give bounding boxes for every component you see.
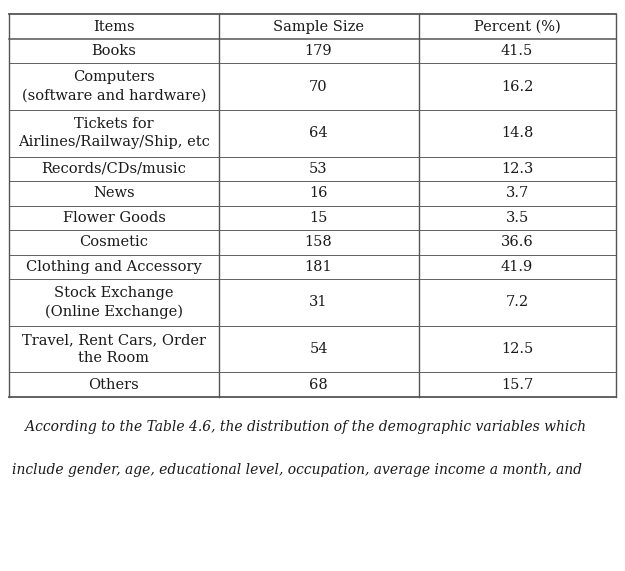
Text: Others: Others: [89, 377, 139, 392]
Text: 41.5: 41.5: [501, 44, 533, 58]
Text: 16: 16: [309, 186, 328, 200]
Text: Percent (%): Percent (%): [474, 19, 561, 34]
Text: 181: 181: [305, 260, 332, 274]
Text: Clothing and Accessory: Clothing and Accessory: [26, 260, 202, 274]
Text: 179: 179: [305, 44, 332, 58]
Text: include gender, age, educational level, occupation, average income a month, and: include gender, age, educational level, …: [12, 463, 582, 477]
Text: 15: 15: [309, 211, 328, 225]
Text: 158: 158: [304, 235, 332, 250]
Text: 31: 31: [309, 295, 328, 309]
Text: 3.7: 3.7: [506, 186, 529, 200]
Text: 54: 54: [309, 342, 328, 356]
Text: According to the Table 4.6, the distribution of the demographic variables which: According to the Table 4.6, the distribu…: [12, 420, 586, 434]
Text: 16.2: 16.2: [501, 79, 533, 94]
Text: 15.7: 15.7: [501, 377, 533, 392]
Text: Books: Books: [91, 44, 136, 58]
Text: Stock Exchange
(Online Exchange): Stock Exchange (Online Exchange): [45, 286, 183, 319]
Text: 14.8: 14.8: [501, 126, 533, 140]
Text: 68: 68: [309, 377, 328, 392]
Text: Items: Items: [93, 19, 135, 34]
Text: 12.5: 12.5: [501, 342, 533, 356]
Text: Cosmetic: Cosmetic: [79, 235, 149, 250]
Text: Computers
(software and hardware): Computers (software and hardware): [22, 70, 206, 103]
Text: Tickets for
Airlines/Railway/Ship, etc: Tickets for Airlines/Railway/Ship, etc: [18, 117, 210, 150]
Text: 3.5: 3.5: [506, 211, 529, 225]
Text: 12.3: 12.3: [501, 162, 533, 176]
Text: Flower Goods: Flower Goods: [62, 211, 166, 225]
Text: 53: 53: [309, 162, 328, 176]
Text: 64: 64: [309, 126, 328, 140]
Text: Sample Size: Sample Size: [273, 19, 364, 34]
Text: News: News: [93, 186, 135, 200]
Text: 36.6: 36.6: [501, 235, 534, 250]
Text: Records/CDs/music: Records/CDs/music: [41, 162, 186, 176]
Text: Travel, Rent Cars, Order
the Room: Travel, Rent Cars, Order the Room: [22, 333, 206, 365]
Text: 70: 70: [309, 79, 328, 94]
Text: 41.9: 41.9: [501, 260, 533, 274]
Text: 7.2: 7.2: [506, 295, 529, 309]
